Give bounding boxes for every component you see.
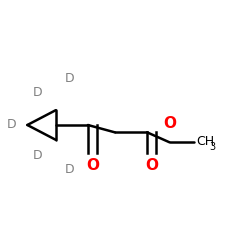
- Text: O: O: [86, 158, 99, 174]
- Text: D: D: [64, 163, 74, 176]
- Text: D: D: [64, 72, 74, 85]
- Text: O: O: [163, 116, 176, 131]
- Text: D: D: [6, 118, 16, 132]
- Text: D: D: [32, 86, 42, 99]
- Text: CH: CH: [196, 134, 214, 147]
- Text: D: D: [32, 150, 42, 162]
- Text: 3: 3: [209, 142, 215, 152]
- Text: O: O: [145, 158, 158, 174]
